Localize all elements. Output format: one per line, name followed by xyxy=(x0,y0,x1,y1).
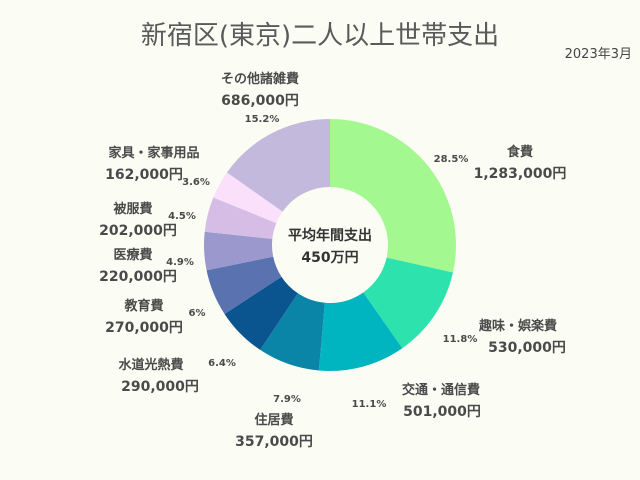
slice-category-label: 趣味・娯楽費 xyxy=(478,318,557,334)
slice-percent-label: 6% xyxy=(189,308,206,319)
slice-category-label: 食費 xyxy=(507,144,533,160)
slice-7 xyxy=(204,231,274,271)
slice-amount-label: 270,000円 xyxy=(105,320,183,336)
slice-percent-label: 28.5% xyxy=(434,154,469,165)
slice-category-label: 交通・通信費 xyxy=(402,382,480,398)
slice-amount-label: 686,000円 xyxy=(221,93,299,109)
slice-percent-label: 15.2% xyxy=(245,114,280,125)
slice-percent-label: 11.8% xyxy=(443,334,478,345)
center-value: 450万円 xyxy=(301,250,358,266)
slice-9 xyxy=(213,172,283,224)
slice-percent-label: 11.1% xyxy=(352,399,387,410)
slice-4 xyxy=(260,293,325,371)
slice-5 xyxy=(224,276,298,350)
slice-category-label: 教育費 xyxy=(123,298,163,314)
slice-category-label: 医療費 xyxy=(113,247,152,263)
slice-amount-label: 1,283,000円 xyxy=(474,166,567,182)
slice-amount-label: 202,000円 xyxy=(99,223,177,239)
slice-percent-label: 7.9% xyxy=(273,394,301,405)
center-label: 平均年間支出 xyxy=(288,227,372,244)
slice-category-label: 家具・家事用品 xyxy=(108,145,199,161)
slice-amount-label: 530,000円 xyxy=(488,340,566,356)
slice-3 xyxy=(318,292,403,372)
chart-subtitle: 2023年3月 xyxy=(565,47,632,62)
slice-category-label: その他諸雑費 xyxy=(221,71,299,87)
slice-2 xyxy=(363,257,453,349)
slice-amount-label: 501,000円 xyxy=(403,404,481,420)
slice-labels: 28.5% 食費 1,283,000円 11.8%趣味・娯楽費 530,000円 11.1… xyxy=(99,71,566,450)
slice-percent-label: 4.5% xyxy=(168,211,196,222)
slice-percent-label: 3.6% xyxy=(182,177,210,188)
slice-amount-label: 220,000円 xyxy=(99,269,177,285)
slice-category-label: 被服費 xyxy=(112,201,152,217)
slice-6 xyxy=(206,256,282,314)
slice-amount-label: 290,000円 xyxy=(121,379,199,395)
slice-8 xyxy=(204,197,277,239)
chart-title: 新宿区(東京)二人以上世帯支出 xyxy=(141,21,499,51)
slice-percent-label: 6.4% xyxy=(208,358,236,369)
slice-1 xyxy=(330,119,456,273)
slice-amount-label: 357,000円 xyxy=(235,434,313,450)
donut-slices xyxy=(204,119,456,372)
slice-10 xyxy=(226,119,330,212)
slice-category-label: 住居費 xyxy=(254,412,293,428)
slice-amount-label: 162,000円 xyxy=(105,167,183,183)
slice-category-label: 水道光熱費 xyxy=(118,357,183,373)
slice-percent-label: 4.9% xyxy=(166,257,194,268)
